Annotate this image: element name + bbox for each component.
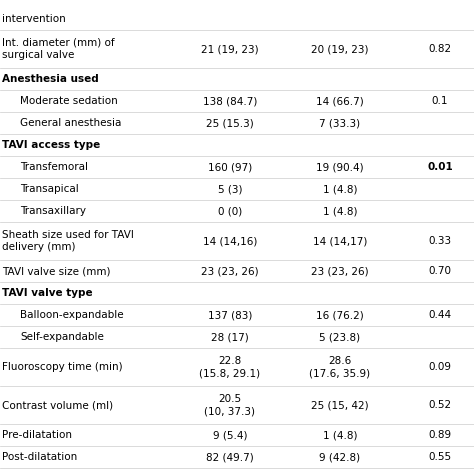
Text: 16 (76.2): 16 (76.2): [316, 310, 364, 320]
Text: 22.8
(15.8, 29.1): 22.8 (15.8, 29.1): [200, 356, 261, 378]
Text: Contrast volume (ml): Contrast volume (ml): [2, 400, 113, 410]
Text: 14 (14,17): 14 (14,17): [313, 236, 367, 246]
Text: Transapical: Transapical: [20, 184, 79, 194]
Text: 0.82: 0.82: [428, 44, 452, 54]
Text: 21 (19, 23): 21 (19, 23): [201, 44, 259, 54]
Text: 14 (66.7): 14 (66.7): [316, 96, 364, 106]
Text: 28 (17): 28 (17): [211, 332, 249, 342]
Text: 25 (15, 42): 25 (15, 42): [311, 400, 369, 410]
Text: TAVI valve size (mm): TAVI valve size (mm): [2, 266, 110, 276]
Text: Sheath size used for TAVI
delivery (mm): Sheath size used for TAVI delivery (mm): [2, 230, 134, 252]
Text: Transaxillary: Transaxillary: [20, 206, 86, 216]
Text: 0.09: 0.09: [428, 362, 452, 372]
Text: 5 (3): 5 (3): [218, 184, 242, 194]
Text: Post-dilatation: Post-dilatation: [2, 452, 77, 462]
Text: Transfemoral: Transfemoral: [20, 162, 88, 172]
Text: 1 (4.8): 1 (4.8): [323, 430, 357, 440]
Text: 7 (33.3): 7 (33.3): [319, 118, 361, 128]
Text: 0.89: 0.89: [428, 430, 452, 440]
Text: 20.5
(10, 37.3): 20.5 (10, 37.3): [204, 394, 255, 416]
Text: General anesthesia: General anesthesia: [20, 118, 121, 128]
Text: Pre-dilatation: Pre-dilatation: [2, 430, 72, 440]
Text: Balloon-expandable: Balloon-expandable: [20, 310, 124, 320]
Text: 0.33: 0.33: [428, 236, 452, 246]
Text: Self-expandable: Self-expandable: [20, 332, 104, 342]
Text: 5 (23.8): 5 (23.8): [319, 332, 361, 342]
Text: 23 (23, 26): 23 (23, 26): [311, 266, 369, 276]
Text: 138 (84.7): 138 (84.7): [203, 96, 257, 106]
Text: 160 (97): 160 (97): [208, 162, 252, 172]
Text: 25 (15.3): 25 (15.3): [206, 118, 254, 128]
Text: Fluoroscopy time (min): Fluoroscopy time (min): [2, 362, 123, 372]
Text: 20 (19, 23): 20 (19, 23): [311, 44, 369, 54]
Text: Int. diameter (mm) of
surgical valve: Int. diameter (mm) of surgical valve: [2, 38, 115, 60]
Text: Moderate sedation: Moderate sedation: [20, 96, 118, 106]
Text: 9 (42.8): 9 (42.8): [319, 452, 361, 462]
Text: 1 (4.8): 1 (4.8): [323, 184, 357, 194]
Text: 0.01: 0.01: [427, 162, 453, 172]
Text: 0 (0): 0 (0): [218, 206, 242, 216]
Text: 0.70: 0.70: [428, 266, 452, 276]
Text: 82 (49.7): 82 (49.7): [206, 452, 254, 462]
Text: 0.44: 0.44: [428, 310, 452, 320]
Text: 9 (5.4): 9 (5.4): [213, 430, 247, 440]
Text: Anesthesia used: Anesthesia used: [2, 74, 99, 84]
Text: 14 (14,16): 14 (14,16): [203, 236, 257, 246]
Text: 28.6
(17.6, 35.9): 28.6 (17.6, 35.9): [310, 356, 371, 378]
Text: 0.1: 0.1: [432, 96, 448, 106]
Text: 137 (83): 137 (83): [208, 310, 252, 320]
Text: TAVI valve type: TAVI valve type: [2, 288, 92, 298]
Text: 0.52: 0.52: [428, 400, 452, 410]
Text: TAVI access type: TAVI access type: [2, 140, 100, 150]
Text: 1 (4.8): 1 (4.8): [323, 206, 357, 216]
Text: intervention: intervention: [2, 14, 66, 24]
Text: 19 (90.4): 19 (90.4): [316, 162, 364, 172]
Text: 0.55: 0.55: [428, 452, 452, 462]
Text: 23 (23, 26): 23 (23, 26): [201, 266, 259, 276]
